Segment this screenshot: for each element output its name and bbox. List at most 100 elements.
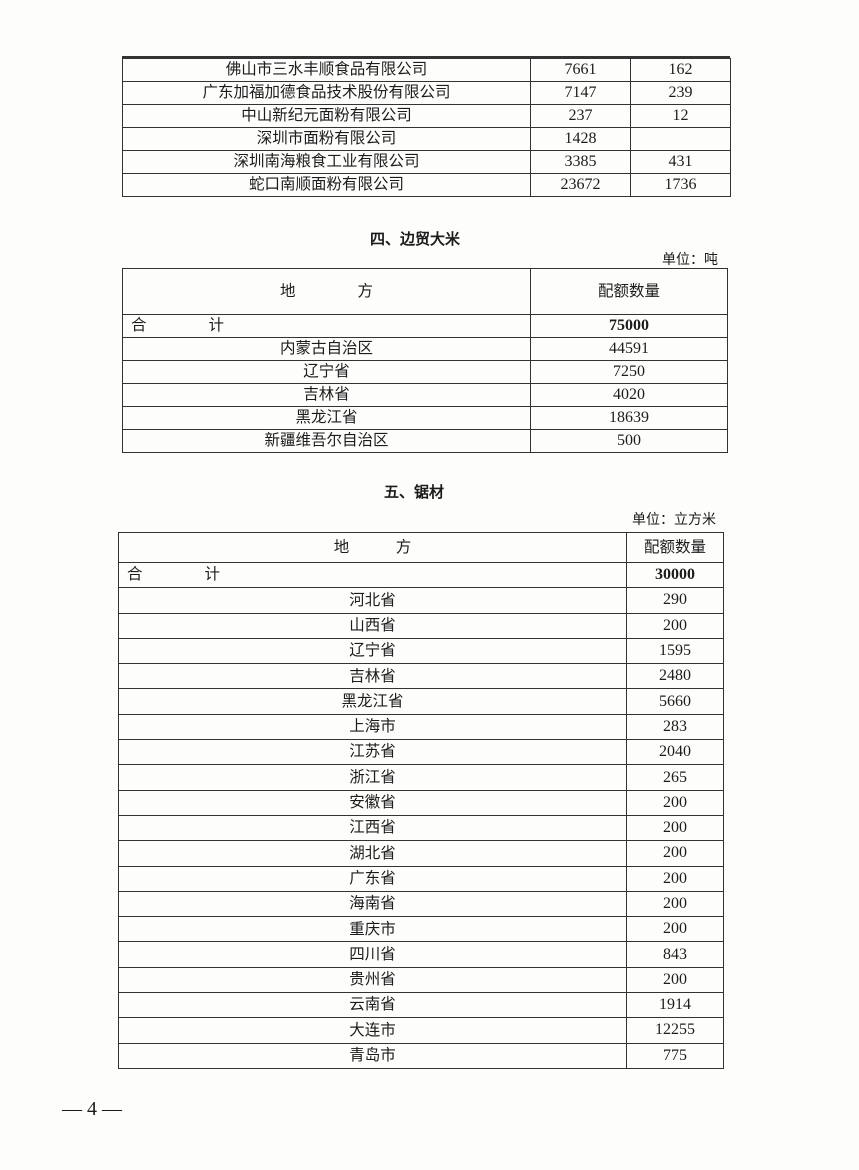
row-value-value: 283 [626,713,724,741]
row-value-b [630,127,731,151]
row-name: 四川省 [118,941,627,968]
header-place: 地 方 [122,268,531,315]
section5-title: 五、锯材 [384,483,445,501]
row-value-value: 7250 [530,360,728,384]
row-name: 贵州省 [118,966,627,994]
table-row: 黑龙江省 18639 [122,406,728,430]
row-name: 江西省 [118,814,627,842]
row-value-value: 775 [626,1042,724,1069]
flour-companies-table: 佛山市三水丰顺食品有限公司 7661 162 广东加福加德食品技术股份有限公司 7147… [122,58,731,197]
row-value-a: 7661 [530,58,631,82]
row-name: 云南省 [118,992,627,1019]
table-row: 四川省 843 [118,941,724,968]
row-value-value: 200 [626,966,724,994]
row-name: 大连市 [118,1017,627,1044]
header-place: 地 方 [118,532,627,563]
row-value-value: 500 [530,429,728,453]
section4-unit: 单位：吨 [662,252,718,268]
section4-title: 四、边贸大米 [370,230,461,248]
table-row: 安徽省 200 [118,789,724,816]
total-row: 合 计 30000 [118,561,724,589]
row-value-a: 1428 [530,127,631,151]
row-value-value: 200 [626,840,724,867]
table-row: 中山新纪元面粉有限公司 237 12 [122,104,731,128]
table-header-row: 地 方 配额数量 [118,532,724,563]
row-value-b: 12 [630,104,731,128]
table-row: 上海市 283 [118,713,724,741]
total-value: 75000 [530,314,728,338]
row-value-value: 2040 [626,739,724,766]
row-name: 安徽省 [118,789,627,816]
row-name: 河北省 [118,587,627,614]
row-name: 佛山市三水丰顺食品有限公司 [122,58,531,82]
row-value-a: 23672 [530,173,631,197]
row-name: 吉林省 [122,383,531,407]
row-name: 山西省 [118,612,627,639]
row-name: 蛇口南顺面粉有限公司 [122,173,531,197]
row-value-value: 44591 [530,337,728,361]
total-row: 合 计 75000 [122,314,728,338]
table-row: 内蒙古自治区 44591 [122,337,728,361]
row-value-value: 265 [626,764,724,791]
row-value-b: 431 [630,150,731,174]
table-row: 蛇口南顺面粉有限公司 23672 1736 [122,173,731,197]
table-row: 深圳南海粮食工业有限公司 3385 431 [122,150,731,174]
row-name: 湖北省 [118,840,627,867]
row-name: 青岛市 [118,1042,627,1069]
row-name: 深圳南海粮食工业有限公司 [122,150,531,174]
table-row: 贵州省 200 [118,966,724,994]
total-value: 30000 [626,561,724,589]
table-row: 广东省 200 [118,865,724,892]
row-value-value: 1914 [626,992,724,1019]
table-row: 新疆维吾尔自治区 500 [122,429,728,453]
table-row: 深圳市面粉有限公司 1428 [122,127,731,151]
row-value-value: 200 [626,814,724,842]
row-value-value: 5660 [626,688,724,715]
table-row: 大连市 12255 [118,1017,724,1044]
table-row: 河北省 290 [118,587,724,614]
row-name: 重庆市 [118,916,627,943]
table-row: 海南省 200 [118,890,724,918]
row-name: 浙江省 [118,764,627,791]
row-name: 黑龙江省 [118,688,627,715]
row-value-value: 200 [626,789,724,816]
table-row: 山西省 200 [118,612,724,639]
row-value-value: 12255 [626,1017,724,1044]
row-name: 广东省 [118,865,627,892]
row-value-b: 162 [630,58,731,82]
sawn-timber-table: 地 方 配额数量 合 计 30000 河北省 290 山西省 200 辽宁省 1595 吉林… [118,532,724,1069]
row-value-value: 4020 [530,383,728,407]
row-name: 内蒙古自治区 [122,337,531,361]
table-row: 佛山市三水丰顺食品有限公司 7661 162 [122,58,731,82]
row-name: 江苏省 [118,739,627,766]
table-row: 云南省 1914 [118,992,724,1019]
row-name: 广东加福加德食品技术股份有限公司 [122,81,531,105]
total-label: 合 计 [118,561,627,589]
row-name: 新疆维吾尔自治区 [122,429,531,453]
table-row: 浙江省 265 [118,764,724,791]
table-row: 重庆市 200 [118,916,724,943]
table-row: 青岛市 775 [118,1042,724,1069]
total-label: 合 计 [122,314,531,338]
table-row: 辽宁省 7250 [122,360,728,384]
page-number: — 4 — [62,1098,122,1120]
table-row: 吉林省 4020 [122,383,728,407]
row-name: 深圳市面粉有限公司 [122,127,531,151]
row-name: 海南省 [118,890,627,918]
table-row: 江苏省 2040 [118,739,724,766]
row-name: 辽宁省 [118,637,627,665]
row-name: 吉林省 [118,663,627,690]
row-value-value: 200 [626,865,724,892]
row-value-a: 7147 [530,81,631,105]
table-row: 吉林省 2480 [118,663,724,690]
row-name: 中山新纪元面粉有限公司 [122,104,531,128]
header-quota: 配额数量 [626,532,724,563]
row-value-value: 200 [626,916,724,943]
table-row: 湖北省 200 [118,840,724,867]
row-value-value: 290 [626,587,724,614]
table-row: 黑龙江省 5660 [118,688,724,715]
row-name: 上海市 [118,713,627,741]
row-value-value: 200 [626,612,724,639]
row-value-value: 200 [626,890,724,918]
row-value-value: 18639 [530,406,728,430]
